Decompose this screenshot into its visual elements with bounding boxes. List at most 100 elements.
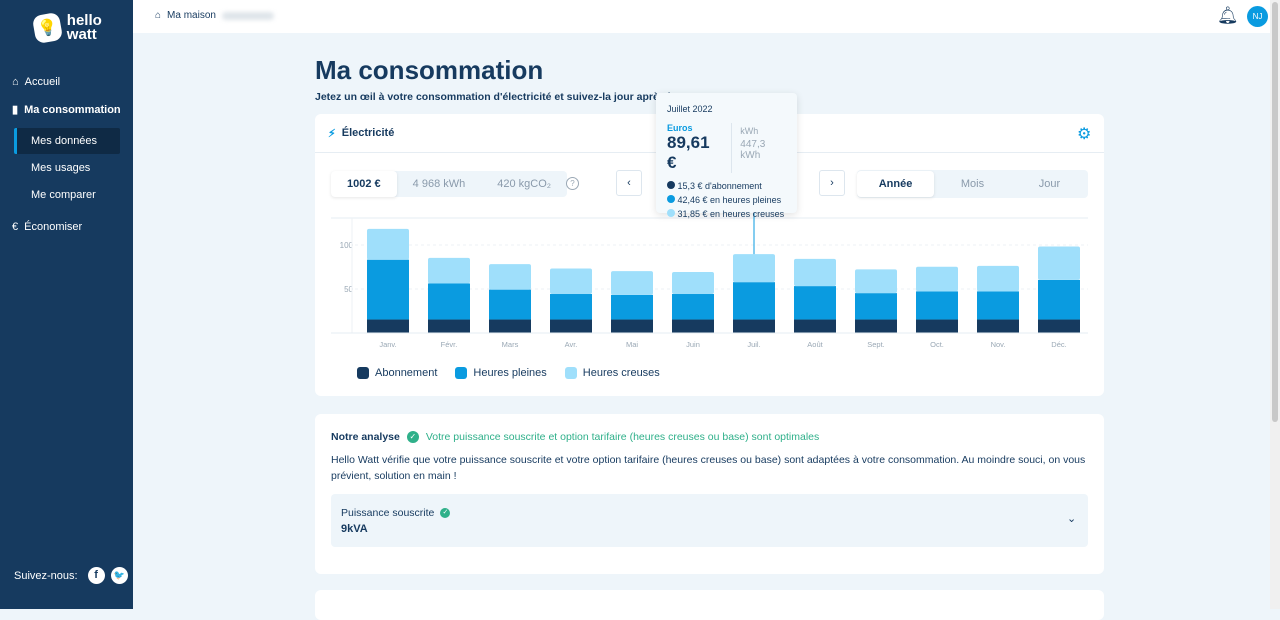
bar-abonnement	[550, 319, 592, 333]
bar-heures-creuses	[611, 271, 653, 295]
x-tick-label: Nov.	[991, 340, 1006, 349]
legend-heures-pleines: Heures pleines	[455, 367, 547, 379]
help-icon[interactable]: ?	[566, 177, 579, 190]
x-tick-label: Août	[807, 340, 823, 349]
legend-heures-creuses: Heures creuses	[564, 367, 660, 379]
power-accordion[interactable]: Puissance souscrite ✓ 9kVA ⌄	[331, 494, 1088, 547]
check-icon: ✓	[406, 431, 419, 443]
bar-abonnement	[855, 319, 897, 333]
bar-abonnement	[733, 319, 775, 333]
bulb-icon: 💡	[31, 11, 64, 45]
sidebar-item-mes-usages[interactable]: Mes usages	[31, 162, 91, 174]
bar-heures-pleines	[916, 291, 958, 320]
logo[interactable]: 💡 hello watt	[31, 11, 133, 45]
bar-heures-creuses	[1038, 246, 1080, 280]
bar-heures-pleines	[733, 282, 775, 320]
x-tick-label: Mars	[502, 340, 519, 349]
x-tick-label: Juil.	[747, 340, 760, 349]
gear-icon[interactable]: ⚙	[1077, 126, 1092, 143]
euro-icon: €	[12, 221, 19, 233]
chart-tooltip: Juillet 2022 Euros 89,61 € kWh 447,3 kWh 1…	[656, 93, 797, 219]
bar-heures-pleines	[550, 294, 592, 320]
bar-heures-creuses	[916, 266, 958, 292]
period-mois[interactable]: Mois	[960, 178, 985, 190]
total-co2[interactable]: 420 kgCO₂	[497, 178, 552, 190]
lightning-icon: ⚡︎	[328, 128, 336, 140]
bar-heures-creuses	[672, 272, 714, 295]
bar-chart-icon: ▮	[12, 104, 19, 116]
bar-heures-creuses	[794, 258, 836, 287]
bar-abonnement	[794, 319, 836, 333]
y-tick-label: 100	[340, 241, 354, 250]
bar-heures-pleines	[794, 286, 836, 320]
bar-heures-creuses	[428, 257, 470, 284]
x-tick-label: Janv.	[379, 340, 396, 349]
social-links: Suivez-nous: f 🐦	[14, 567, 128, 584]
chevron-down-icon[interactable]: ⌄	[1067, 513, 1077, 525]
bar-heures-creuses	[550, 268, 592, 295]
topbar: ⌂ Ma maison 🔔︎ NJ	[133, 0, 1270, 33]
tooltip-heures-pleines: 42,46 € en heures pleines	[667, 193, 786, 207]
bar-abonnement	[916, 319, 958, 333]
next-card	[315, 590, 1104, 620]
previous-button[interactable]: ‹	[616, 170, 642, 196]
bar-abonnement	[428, 319, 470, 333]
x-tick-label: Mai	[626, 340, 638, 349]
blurred-address	[221, 12, 274, 20]
bar-heures-pleines	[672, 294, 714, 320]
sidebar-item-economiser[interactable]: € Économiser	[12, 221, 83, 233]
total-kwh[interactable]: 4 968 kWh	[412, 178, 466, 190]
analysis-card: Notre analyse ✓ Votre puissance souscrit…	[315, 414, 1104, 574]
period-annee[interactable]: Année	[857, 171, 934, 197]
period-toggle[interactable]: Année Mois Jour	[857, 170, 1088, 198]
bar-abonnement	[672, 319, 714, 333]
x-tick-label: Sept.	[867, 340, 885, 349]
sidebar-item-accueil[interactable]: ⌂ Accueil	[12, 76, 61, 88]
x-tick-label: Avr.	[565, 340, 578, 349]
page-subtitle: Jetez un œil à votre consommation d'élec…	[315, 91, 677, 103]
sidebar-item-me-comparer[interactable]: Me comparer	[31, 189, 96, 201]
scrollbar[interactable]	[1270, 0, 1280, 609]
x-tick-label: Oct.	[930, 340, 944, 349]
period-jour[interactable]: Jour	[1038, 178, 1061, 190]
y-tick-label: 50	[344, 285, 353, 294]
tooltip-abonnement: 15,3 € d'abonnement	[667, 179, 786, 193]
sidebar-item-consommation[interactable]: ▮ Ma consommation	[12, 103, 121, 117]
chart-legend: Abonnement Heures pleines Heures creuses	[357, 367, 660, 379]
bar-heures-creuses	[733, 254, 775, 283]
sidebar-item-mes-donnees[interactable]: Mes données	[14, 128, 120, 154]
total-euros[interactable]: 1002 €	[331, 171, 397, 197]
facebook-icon[interactable]: f	[87, 567, 105, 584]
bar-heures-pleines	[855, 293, 897, 320]
bar-heures-creuses	[367, 228, 409, 260]
home-icon: ⌂	[155, 10, 162, 21]
bar-heures-pleines	[428, 283, 470, 320]
avatar[interactable]: NJ	[1247, 6, 1268, 27]
tooltip-heures-creuses: 31,85 € en heures creuses	[667, 207, 786, 221]
sidebar: 💡 hello watt ⌂ Accueil ▮ Ma consommation Me…	[0, 0, 133, 609]
totals-toggle[interactable]: 1002 € 4 968 kWh 420 kgCO₂	[331, 171, 568, 197]
next-button[interactable]: ›	[819, 170, 845, 196]
bell-icon[interactable]: 🔔︎	[1217, 6, 1239, 25]
x-tick-label: Déc.	[1051, 340, 1066, 349]
bar-heures-pleines	[1038, 279, 1080, 320]
x-tick-label: Juin	[686, 340, 700, 349]
analysis-text: Hello Watt vérifie que votre puissance s…	[331, 454, 1086, 482]
bar-heures-creuses	[977, 265, 1019, 292]
bar-abonnement	[367, 319, 409, 333]
bar-heures-pleines	[489, 289, 531, 320]
bar-heures-pleines	[611, 294, 653, 320]
breadcrumb[interactable]: ⌂ Ma maison	[155, 10, 274, 21]
bar-heures-pleines	[367, 259, 409, 320]
page-title: Ma consommation	[315, 55, 544, 85]
bar-abonnement	[489, 319, 531, 333]
consumption-chart: 50 100 Janv. Févr. Mars Avr. Mai Juin Juil. Août S…	[331, 210, 1088, 349]
twitter-icon[interactable]: 🐦	[110, 567, 128, 584]
home-icon: ⌂	[12, 76, 19, 88]
bar-heures-creuses	[855, 269, 897, 294]
bar-heures-pleines	[977, 291, 1019, 320]
check-icon: ✓	[440, 508, 451, 518]
x-tick-label: Févr.	[441, 340, 458, 349]
bar-abonnement	[611, 319, 653, 333]
bar-abonnement	[1038, 319, 1080, 333]
